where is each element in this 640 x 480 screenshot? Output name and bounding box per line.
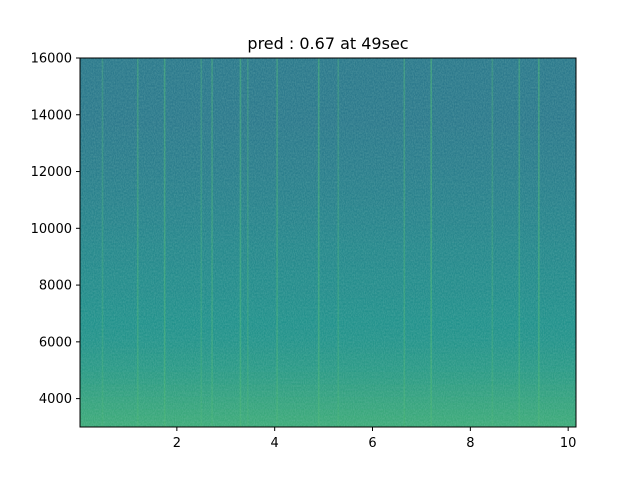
y-tick-label: 16000 xyxy=(31,52,72,67)
chart-title: pred : 0.67 at 49sec xyxy=(247,34,408,53)
y-tick-label: 4000 xyxy=(39,392,72,407)
y-tick-label: 12000 xyxy=(31,165,72,180)
y-tick-label: 10000 xyxy=(31,222,72,237)
x-tick-label: 4 xyxy=(271,436,279,451)
x-tick-label: 6 xyxy=(368,436,376,451)
plot-frame xyxy=(79,57,577,428)
y-tick-label: 14000 xyxy=(31,108,72,123)
x-tick-label: 10 xyxy=(560,436,577,451)
x-tick-label: 2 xyxy=(173,436,181,451)
plot-area xyxy=(80,58,576,427)
heatmap-texture xyxy=(80,58,576,427)
x-tick-label: 8 xyxy=(466,436,474,451)
y-tick-label: 8000 xyxy=(39,279,72,294)
y-tick-label: 6000 xyxy=(39,335,72,350)
y-axis: 4000 6000 8000 10000 12000 14000 16000 xyxy=(31,52,80,407)
x-axis: 2 4 6 8 10 xyxy=(173,427,577,451)
